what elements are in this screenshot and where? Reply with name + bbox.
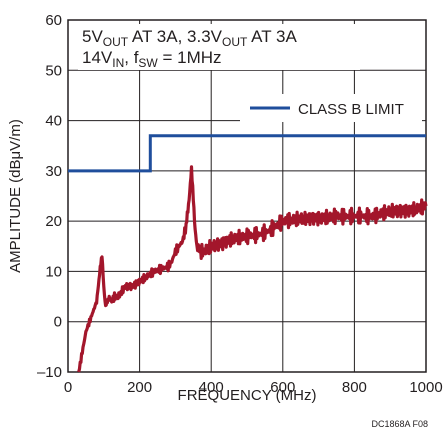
legend: CLASS B LIMIT [240,94,422,122]
y-tick-labels: –10 0 10 20 30 40 50 60 [37,12,62,381]
x-tick-label: 1000 [409,379,442,396]
x-tick-label: 0 [64,379,72,396]
y-tick-label: 60 [45,12,62,29]
figure-id: DC1868A F08 [371,419,428,429]
y-tick-label: 10 [45,263,62,280]
grid [68,20,426,372]
x-tick-labels: 0 200 400 600 800 1000 [64,379,443,396]
emi-measurement-trace [77,165,428,373]
x-tick-label: 600 [270,379,295,396]
x-tick-label: 400 [199,379,224,396]
class-b-limit-line [68,134,426,173]
annotation-background [78,24,360,70]
x-axis-title: FREQUENCY (MHz) [178,387,317,404]
y-tick-label: 50 [45,62,62,79]
y-tick-label: 20 [45,213,62,230]
y-tick-label: 40 [45,113,62,130]
y-tick-label: 30 [45,163,62,180]
y-tick-label: 0 [54,314,62,331]
plot-frame [67,19,427,373]
annotation-line-1: 5VOUT AT 3A, 3.3VOUT AT 3A [82,27,297,49]
x-tick-label: 200 [127,379,152,396]
x-tick-label: 800 [342,379,367,396]
y-axis-title: AMPLITUDE (dBμV/m) [7,119,24,273]
y-tick-label: –10 [37,364,62,381]
series-layer [68,134,428,373]
annotation: 5VOUT AT 3A, 3.3VOUT AT 3A 14VIN, fSW = … [78,24,360,70]
annotation-line-2: 14VIN, fSW = 1MHz [82,48,222,70]
legend-label-class-b-limit: CLASS B LIMIT [298,101,404,118]
